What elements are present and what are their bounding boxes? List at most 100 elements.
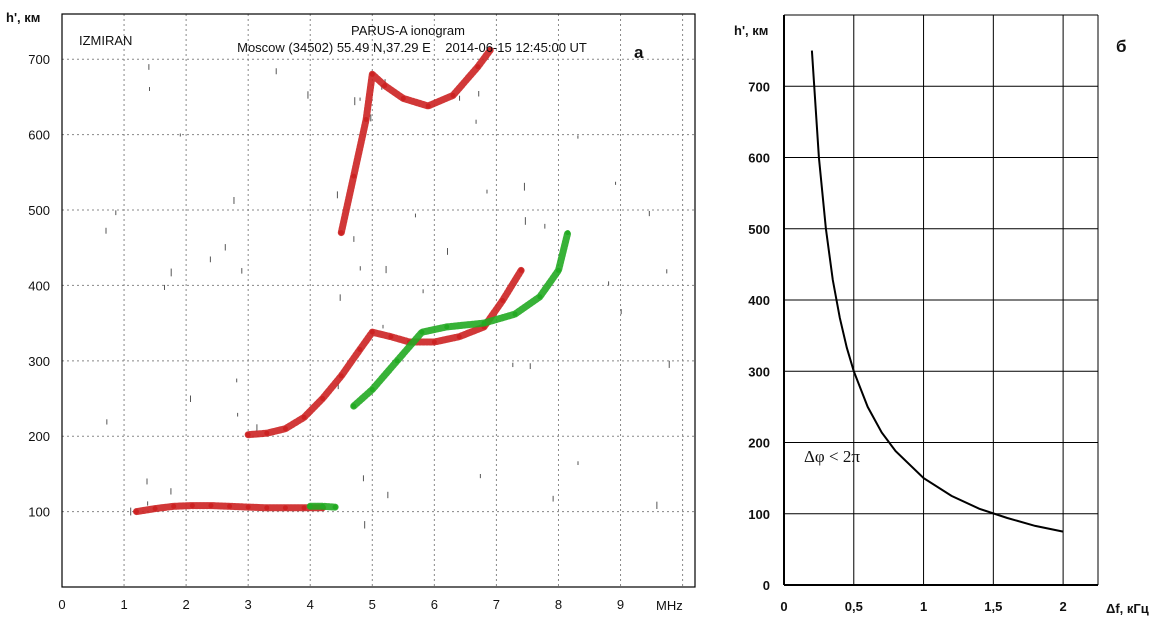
ionogram-x-tick-label: 4 (307, 597, 314, 612)
ionogram-traces (133, 46, 572, 516)
dispersion-y-tick-label: 700 (748, 79, 770, 94)
ionogram-trace-point (320, 396, 326, 402)
dispersion-grid (784, 14, 1099, 585)
ionogram-trace-point (171, 503, 177, 509)
dispersion-x-tick-label: 1 (920, 599, 927, 614)
ionogram-trace-point (357, 347, 363, 353)
ionogram-y-tick-label: 700 (28, 52, 50, 67)
ionogram-trace-point (282, 426, 288, 432)
ionogram-trace-point (431, 339, 437, 345)
ionogram-x-tick-label: 6 (431, 597, 438, 612)
ionogram-y-tick-label: 400 (28, 278, 50, 293)
ionogram-trace-point (227, 503, 233, 509)
ionogram-trace-point (500, 298, 506, 303)
ionogram-trace-point (450, 92, 456, 98)
ionogram-trace-point (152, 506, 158, 512)
ionogram-trace-point (363, 117, 369, 123)
ionogram-trace-point (320, 503, 326, 509)
ionogram-trace-point (264, 430, 270, 436)
dispersion-panel-letter: б (1116, 37, 1127, 56)
dispersion-x-tick-label: 2 (1059, 599, 1066, 614)
ionogram-panel-letter: а (634, 43, 644, 62)
ionogram-trace-point (133, 509, 139, 515)
dispersion-x-axis-label: Δf, кГц (1106, 601, 1149, 616)
ionogram-trace-point (419, 329, 425, 335)
ionogram-trace-point (332, 504, 338, 510)
ionogram-trace-x-mode (350, 229, 572, 410)
ionogram-trace-point (512, 311, 518, 317)
dispersion-y-tick-label: 200 (748, 436, 770, 451)
ionogram-trace-point (369, 71, 375, 77)
ionogram-trace-point (264, 505, 270, 511)
ionogram-trace-point (301, 505, 307, 511)
ionogram-trace-point (555, 267, 561, 273)
ionogram-trace-point (245, 432, 251, 438)
ionogram-frame (61, 13, 696, 588)
ionogram-trace-point (518, 267, 524, 273)
ionogram-station-label: IZMIRAN (79, 33, 132, 48)
dispersion-y-tick-label: 0 (763, 578, 770, 593)
ionogram-trace-o-mode (337, 46, 494, 237)
dispersion-y-tick-label: 300 (748, 364, 770, 379)
phase-condition-annotation: Δφ < 2π (804, 447, 860, 466)
ionogram-trace-point (388, 334, 394, 340)
ionogram-y-tick-label: 300 (28, 354, 50, 369)
ionogram-y-axis-label: h', км (6, 10, 40, 25)
ionogram-trace-point (400, 95, 406, 101)
ionogram-trace-point (351, 173, 357, 179)
ionogram-x-tick-label: 1 (120, 597, 127, 612)
dispersion-y-axis-label: h', км (734, 23, 768, 38)
ionogram-x-tick-label: 0 (58, 597, 65, 612)
ionogram-x-ticks: 0 1 2 3 4 5 6 7 8 9 (58, 597, 624, 612)
ionogram-title: PARUS-A ionogram (351, 23, 465, 38)
ionogram-x-tick-label: 3 (245, 597, 252, 612)
ionogram-trace-point (338, 373, 344, 379)
ionogram-grid (62, 14, 695, 587)
ionogram-trace-point (537, 294, 543, 300)
ionogram-x-tick-label: 5 (369, 597, 376, 612)
ionogram-x-axis-label: MHz (656, 598, 683, 613)
ionogram-y-ticks: 100 200 300 400 500 600 700 (28, 52, 50, 519)
ionogram-subtitle: Moscow (34502) 55.49 N,37.29 E 2014-06-1… (237, 40, 587, 55)
dispersion-y-tick-label: 100 (748, 507, 770, 522)
dispersion-y-tick-label: 500 (748, 222, 770, 237)
ionogram-trace-point (369, 386, 375, 392)
ionogram-trace-point (282, 505, 288, 511)
ionogram-y-tick-label: 600 (28, 128, 50, 143)
ionogram-trace-point (301, 414, 307, 420)
ionogram-trace-point (208, 503, 214, 509)
ionogram-trace-point (369, 329, 375, 335)
ionogram-trace-point (565, 230, 571, 236)
ionogram-trace-point (338, 230, 344, 236)
ionogram-x-tick-label: 9 (617, 597, 624, 612)
dispersion-x-tick-label: 1,5 (984, 599, 1002, 614)
ionogram-x-tick-label: 8 (555, 597, 562, 612)
ionogram-x-tick-label: 2 (183, 597, 190, 612)
ionogram-y-tick-label: 100 (28, 505, 50, 520)
ionogram-trace-point (475, 64, 481, 70)
ionogram-trace-point (245, 504, 251, 510)
ionogram-trace-point (189, 503, 195, 509)
ionogram-trace-point (456, 334, 462, 340)
dispersion-y-tick-label: 600 (748, 151, 770, 166)
ionogram-trace-point (394, 358, 400, 364)
ionogram-y-tick-label: 200 (28, 429, 50, 444)
ionogram-trace-point (481, 320, 487, 326)
dispersion-x-ticks: 0 0,5 1 1,5 2 (780, 599, 1066, 614)
ionogram-trace-o-mode (244, 266, 525, 439)
ionogram-y-tick-label: 500 (28, 203, 50, 218)
dispersion-y-ticks: 0 100 200 300 400 500 600 700 (748, 79, 770, 593)
ionogram-trace-point (382, 83, 388, 89)
ionogram-trace-point (487, 47, 493, 53)
ionogram-trace-point (307, 503, 313, 509)
dispersion-x-tick-label: 0,5 (845, 599, 863, 614)
ionogram-noise (105, 64, 670, 529)
dispersion-y-tick-label: 400 (748, 293, 770, 308)
ionogram-x-tick-label: 7 (493, 597, 500, 612)
ionogram-trace-point (425, 103, 431, 109)
ionogram-trace-point (444, 324, 450, 330)
ionogram-trace-point (351, 403, 357, 409)
